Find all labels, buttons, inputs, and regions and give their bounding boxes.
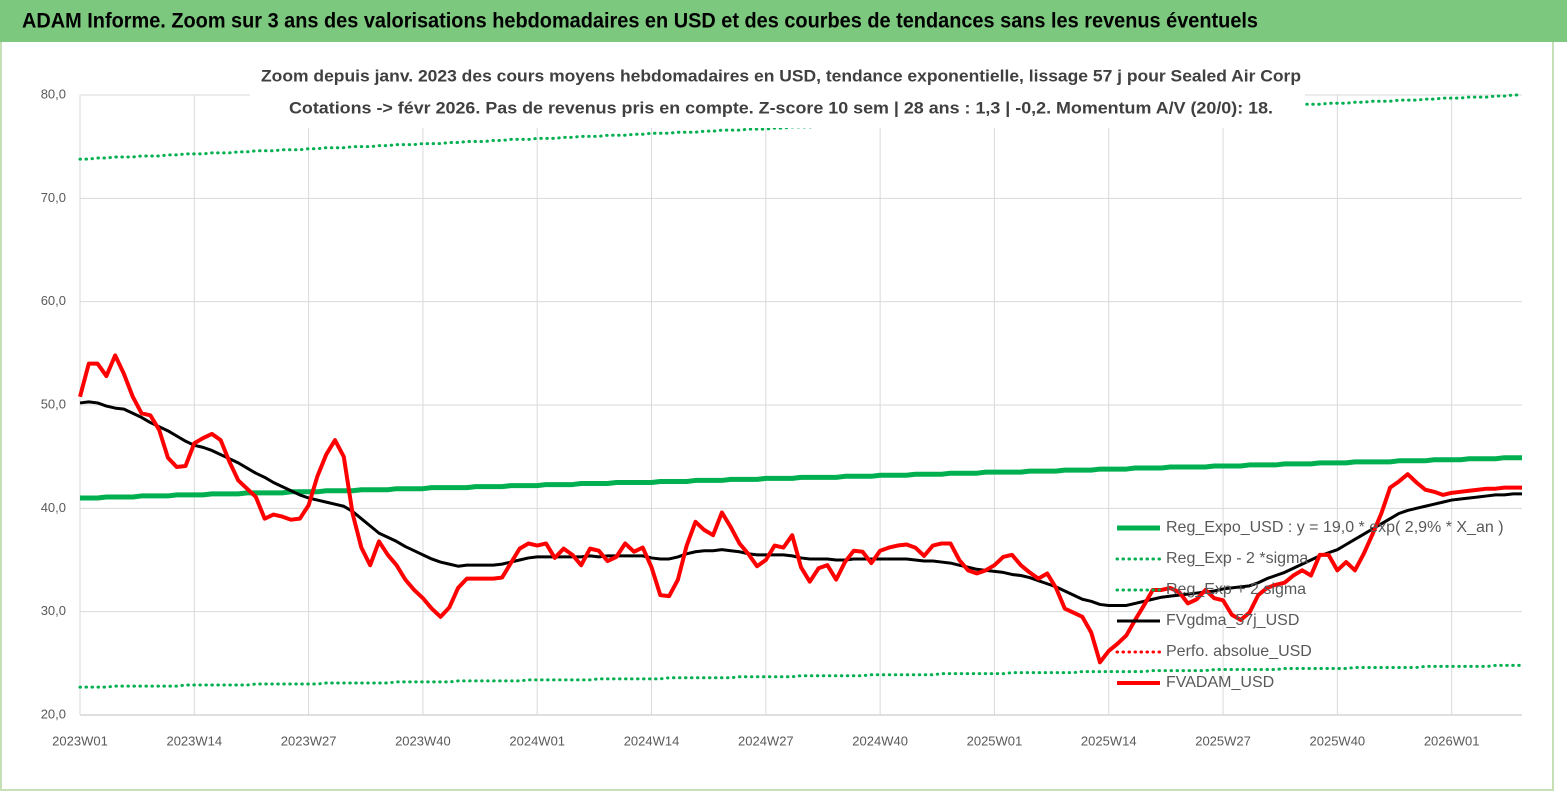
plot-area: 20,0 30,0 40,0 50,0 60,0 70,0 80,0 2023W01 2023W…	[41, 86, 1524, 748]
x-tick-label: 2023W40	[395, 733, 451, 748]
x-tick-label: 2025W27	[1195, 733, 1251, 748]
x-tick-label: 2024W01	[509, 733, 565, 748]
legend-label: Reg_Exp - 2 *sigma	[1166, 550, 1308, 567]
x-tick-label: 2024W14	[624, 733, 680, 748]
series-line	[80, 455, 1522, 501]
legend-label: FVgdma_57j_USD	[1166, 612, 1299, 629]
y-tick-label: 70,0	[41, 190, 66, 205]
series-line	[78, 663, 1524, 689]
y-tick-label: 80,0	[41, 86, 66, 101]
legend-label: FVADAM_USD	[1166, 674, 1274, 691]
x-tick-label: 2024W27	[738, 733, 794, 748]
legend-label: Perfo. absolue_USD	[1166, 643, 1312, 660]
series-line	[79, 400, 1522, 607]
x-tick-label: 2023W14	[166, 733, 222, 748]
x-tick-label: 2025W14	[1081, 733, 1137, 748]
series-line	[78, 353, 1522, 665]
x-tick-label: 2025W01	[967, 733, 1023, 748]
x-tick-label: 2023W27	[281, 733, 337, 748]
legend-label: Reg_Expo_USD : y = 19,0 * exp( 2,9% * X_…	[1166, 519, 1504, 536]
y-tick-label: 50,0	[41, 396, 66, 411]
title-box	[250, 58, 1305, 128]
x-tick-label: 2024W40	[852, 733, 908, 748]
y-tick-label: 20,0	[41, 706, 66, 721]
x-tick-label: 2025W40	[1310, 733, 1366, 748]
x-tick-label: 2023W01	[52, 733, 108, 748]
legend: Reg_Expo_USD : y = 19,0 * exp( 2,9% * X_…	[1115, 519, 1504, 691]
x-tick-label: 2026W01	[1424, 733, 1480, 748]
legend-label: Reg_Exp + 2 sigma	[1166, 581, 1306, 598]
y-tick-label: 40,0	[41, 500, 66, 515]
y-tick-label: 60,0	[41, 293, 66, 308]
header-bar	[0, 0, 1567, 42]
chart-subtitle: Cotations -> févr 2026. Pas de revenus p…	[289, 98, 1273, 117]
header-title: ADAM Informe. Zoom sur 3 ans des valoris…	[22, 10, 1258, 33]
y-tick-label: 30,0	[41, 603, 66, 618]
chart-title: Zoom depuis janv. 2023 des cours moyens …	[261, 66, 1301, 85]
